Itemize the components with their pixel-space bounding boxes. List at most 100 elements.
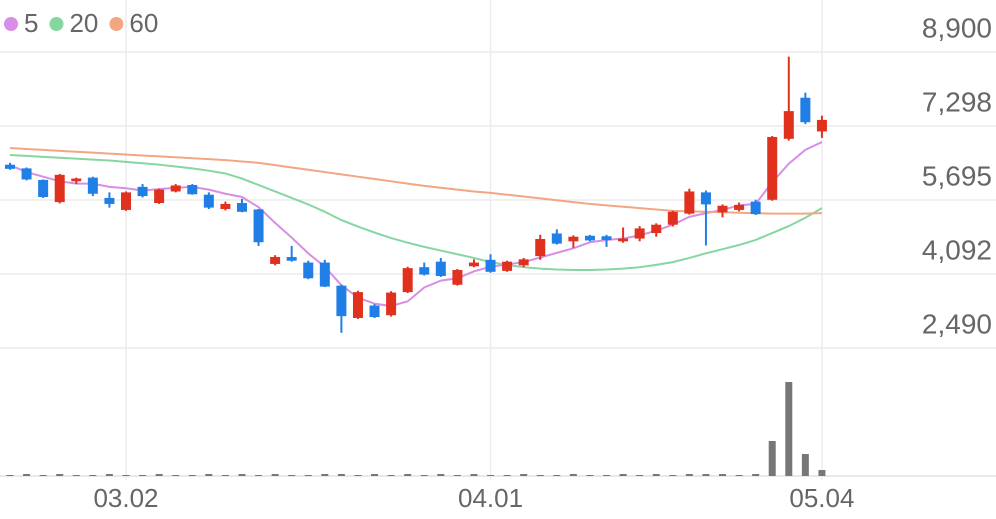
candle-body	[618, 238, 629, 242]
volume-bar	[652, 474, 660, 476]
volume-bar	[23, 474, 31, 476]
volume-bar	[122, 475, 130, 476]
candle-body	[5, 164, 15, 169]
volume-bar	[321, 474, 329, 476]
candle-body	[468, 262, 479, 267]
volume-bar	[6, 475, 14, 476]
candle-body	[104, 197, 115, 204]
candle-body	[236, 203, 247, 212]
legend-marker	[49, 17, 64, 31]
candle-body	[203, 194, 214, 208]
volume-bar	[818, 470, 826, 476]
candle-body	[816, 119, 827, 132]
candle-body	[319, 262, 330, 287]
candle-body	[717, 205, 728, 213]
candle-body	[518, 259, 529, 266]
volume-bar	[56, 474, 64, 476]
ma-line	[9, 141, 823, 307]
volume-bar	[354, 475, 362, 476]
y-tick-label: 8,900	[922, 12, 992, 43]
candle-body	[270, 257, 281, 264]
candle-body	[253, 209, 264, 243]
volume-bar	[586, 475, 594, 476]
volume-bar	[404, 474, 412, 476]
candle-body	[419, 267, 430, 275]
candle-body	[502, 261, 513, 271]
candle-body	[386, 292, 397, 316]
volume-bar	[105, 474, 113, 476]
volume-bar	[487, 475, 495, 476]
candle-body	[750, 201, 761, 215]
candle-body	[551, 233, 562, 244]
volume-bar	[768, 441, 776, 476]
ma-line	[9, 153, 823, 271]
y-tick-label: 7,298	[922, 86, 992, 117]
volume-bar	[420, 475, 428, 476]
candle-body	[220, 203, 231, 210]
candle-body	[369, 305, 380, 318]
candle-body	[21, 168, 32, 180]
volume-bar	[752, 474, 760, 476]
y-tick-label: 4,092	[922, 234, 992, 265]
volume-bar	[735, 475, 743, 476]
candle-body	[568, 236, 579, 242]
candle-body	[87, 177, 98, 194]
ma-line	[9, 147, 822, 215]
volume-bar	[238, 474, 246, 476]
volume-bar	[470, 474, 478, 476]
x-tick-label: 05.04	[789, 483, 854, 513]
candle-body	[667, 211, 678, 225]
candle-body	[800, 97, 811, 123]
volume-bar	[685, 474, 693, 476]
volume-bar	[785, 382, 793, 476]
volume-bar	[536, 475, 544, 476]
volume-bar	[669, 475, 677, 476]
volume-bar	[39, 475, 47, 476]
volume-bar	[271, 474, 279, 476]
candle-body	[584, 235, 595, 241]
volume-bar	[569, 474, 577, 476]
candle-body	[435, 261, 446, 276]
volume-bar	[553, 475, 561, 476]
candle-body	[336, 285, 347, 317]
candle-body	[54, 174, 65, 203]
volume-bar	[337, 474, 345, 476]
volume-bar	[371, 474, 379, 476]
legend-marker	[109, 17, 124, 31]
candle-body	[120, 192, 131, 210]
candle-body	[137, 186, 148, 197]
candle-body	[352, 292, 363, 318]
volume-bar	[221, 475, 229, 476]
candle-body	[601, 236, 612, 240]
volume-bar	[719, 474, 727, 476]
candle-body	[783, 111, 794, 139]
candle-body	[286, 257, 297, 261]
candle-body	[402, 268, 413, 293]
volume-bar	[503, 475, 511, 476]
candle-body	[651, 224, 662, 234]
candle-body	[154, 189, 165, 204]
y-tick-label: 2,490	[922, 308, 992, 339]
volume-bar	[139, 475, 147, 476]
volume-bar	[255, 475, 263, 476]
candle-body	[187, 185, 198, 195]
volume-bar	[603, 475, 611, 476]
candle-body	[684, 191, 695, 214]
legend-marker	[4, 17, 18, 31]
candle-body	[700, 192, 711, 205]
candle-body	[734, 204, 745, 210]
volume-bar	[453, 475, 461, 476]
candle-body	[452, 269, 463, 285]
volume-bar	[387, 475, 395, 476]
x-tick-label: 03.02	[93, 483, 158, 513]
volume-bar	[205, 474, 213, 476]
volume-bar	[520, 474, 528, 476]
volume-bar	[72, 475, 80, 476]
candle-body	[634, 228, 645, 239]
candle-body	[170, 185, 181, 192]
legend-label: 60	[129, 8, 158, 38]
volume-bar	[304, 475, 312, 476]
candle-body	[485, 259, 496, 272]
volume-bar	[702, 474, 710, 476]
